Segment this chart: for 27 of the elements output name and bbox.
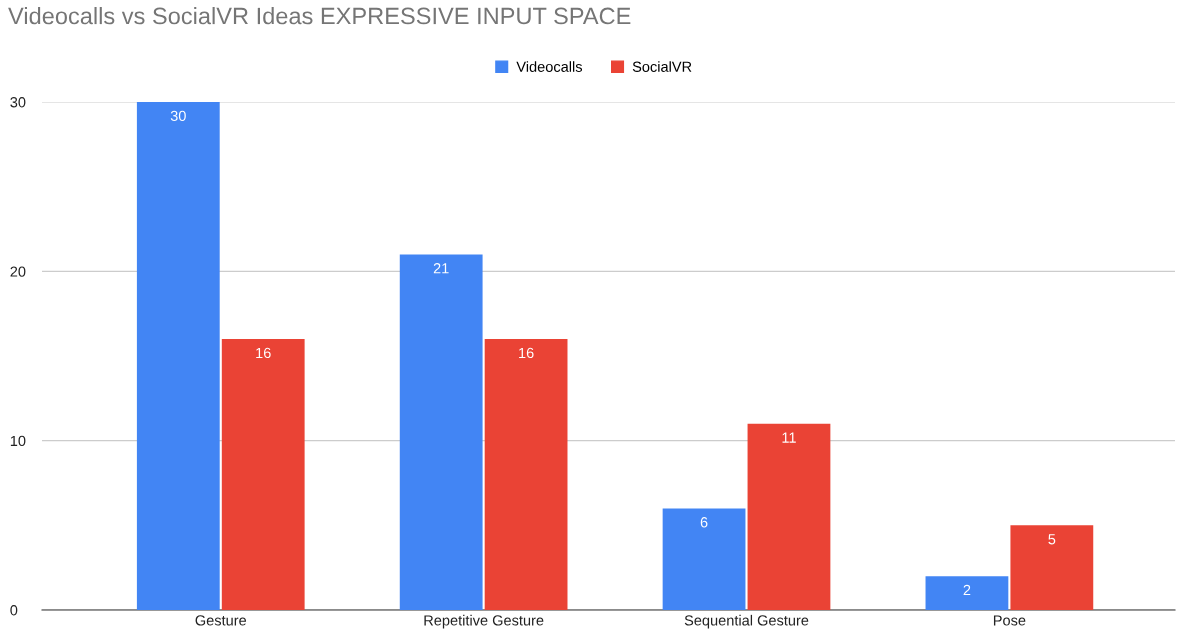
data-label: 30: [170, 110, 186, 122]
x-tick-label: Sequential Gesture: [684, 614, 809, 629]
bar: [925, 576, 1009, 610]
x-tick-label: Repetitive Gesture: [424, 614, 544, 629]
bar: [221, 339, 305, 610]
data-label: 16: [256, 347, 271, 359]
data-label: 11: [782, 432, 796, 443]
bar: [1010, 525, 1094, 610]
data-label: 21: [433, 263, 449, 274]
y-tick-label: 0: [10, 605, 18, 616]
bar: [747, 423, 831, 610]
x-tick-label: Gesture: [195, 615, 247, 626]
x-tick-label: Pose: [993, 615, 1026, 626]
bar: [136, 102, 220, 610]
data-label: 16: [519, 347, 534, 359]
legend-label: Videocalls: [516, 61, 583, 72]
data-label: 6: [700, 517, 708, 528]
y-tick-label: 20: [10, 266, 26, 277]
chart-title: Videocalls vs SocialVR Ideas EXPRESSIVE INPUT SPACE: [8, 7, 631, 25]
bar: [399, 254, 483, 610]
data-label: 2: [963, 584, 971, 596]
legend-label: SocialVR: [632, 61, 692, 72]
bar: [662, 508, 746, 610]
y-tick-label: 10: [10, 435, 26, 447]
data-label: 5: [1048, 534, 1056, 545]
bar: [484, 339, 568, 610]
y-tick-label: 30: [10, 97, 26, 108]
